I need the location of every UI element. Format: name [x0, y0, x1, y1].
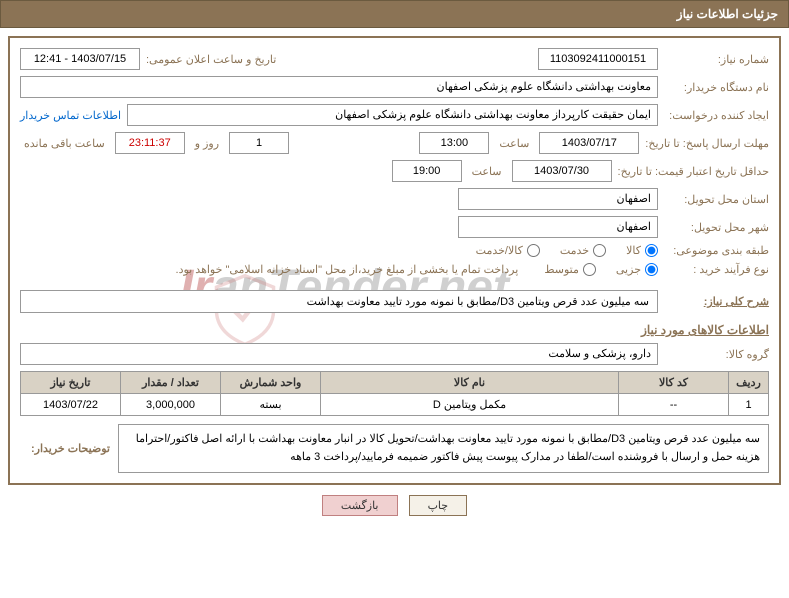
process-label: نوع فرآیند خرید :	[664, 263, 769, 276]
validity-label: حداقل تاریخ اعتبار قیمت: تا تاریخ:	[618, 165, 769, 178]
th-row: ردیف	[729, 372, 769, 394]
page-title: جزئیات اطلاعات نیاز	[677, 7, 778, 21]
announce-value: 1403/07/15 - 12:41	[20, 48, 140, 70]
deadline-countdown: 23:11:37	[115, 132, 185, 154]
category-service-radio[interactable]	[593, 244, 606, 257]
buyer-notes-label: توضیحات خریدار:	[20, 442, 110, 455]
category-goods-service-radio[interactable]	[527, 244, 540, 257]
items-table: ردیف کد کالا نام کالا واحد شمارش تعداد /…	[20, 371, 769, 416]
overall-desc-label: شرح کلی نیاز:	[664, 295, 769, 308]
cell-name: مکمل ویتامین D	[321, 394, 619, 416]
announce-label: تاریخ و ساعت اعلان عمومی:	[146, 53, 276, 66]
deadline-days: 1	[229, 132, 289, 154]
process-radio-group: جزیی متوسط	[544, 263, 658, 276]
category-goods-service-label: کالا/خدمت	[476, 244, 523, 257]
contact-link[interactable]: اطلاعات تماس خریدار	[20, 109, 121, 122]
requester-label: ایجاد کننده درخواست:	[664, 109, 769, 122]
items-section-header: اطلاعات کالاهای مورد نیاز	[20, 323, 769, 337]
deadline-time: 13:00	[419, 132, 489, 154]
validity-time: 19:00	[392, 160, 462, 182]
delivery-city-value: اصفهان	[458, 216, 658, 238]
th-name: نام کالا	[321, 372, 619, 394]
item-group-value: دارو، پزشکی و سلامت	[20, 343, 658, 365]
print-button[interactable]: چاپ	[409, 495, 468, 516]
cell-qty: 3,000,000	[121, 394, 221, 416]
th-date: تاریخ نیاز	[21, 372, 121, 394]
cell-code: --	[619, 394, 729, 416]
main-panel: شماره نیاز: 1103092411000151 تاریخ و ساع…	[8, 36, 781, 485]
requester-value: ایمان حقیقت کارپرداز معاونت بهداشتی دانش…	[127, 104, 658, 126]
delivery-province-value: اصفهان	[458, 188, 658, 210]
delivery-province-label: استان محل تحویل:	[664, 193, 769, 206]
deadline-date: 1403/07/17	[539, 132, 639, 154]
table-row: 1 -- مکمل ویتامین D بسته 3,000,000 1403/…	[21, 394, 769, 416]
page-header: جزئیات اطلاعات نیاز	[0, 0, 789, 28]
back-button[interactable]: بازگشت	[322, 495, 398, 516]
category-label: طبقه بندی موضوعی:	[664, 244, 769, 257]
cell-unit: بسته	[221, 394, 321, 416]
th-qty: تعداد / مقدار	[121, 372, 221, 394]
need-number-value: 1103092411000151	[538, 48, 658, 70]
overall-desc-value: سه میلیون عدد قرص ویتامین D3/مطابق با نم…	[20, 290, 658, 313]
process-partial-label: جزیی	[616, 263, 641, 276]
th-code: کد کالا	[619, 372, 729, 394]
category-radio-group: کالا خدمت کالا/خدمت	[476, 244, 658, 257]
deadline-time-label: ساعت	[495, 137, 533, 150]
buyer-org-value: معاونت بهداشتی دانشگاه علوم پزشکی اصفهان	[20, 76, 658, 98]
cell-row: 1	[729, 394, 769, 416]
cell-date: 1403/07/22	[21, 394, 121, 416]
process-medium-label: متوسط	[544, 263, 579, 276]
button-bar: چاپ بازگشت	[0, 495, 789, 516]
need-number-label: شماره نیاز:	[664, 53, 769, 66]
category-goods-radio[interactable]	[645, 244, 658, 257]
deadline-label: مهلت ارسال پاسخ: تا تاریخ:	[645, 137, 769, 150]
process-medium-radio[interactable]	[583, 263, 596, 276]
th-unit: واحد شمارش	[221, 372, 321, 394]
category-service-label: خدمت	[560, 244, 589, 257]
buyer-org-label: نام دستگاه خریدار:	[664, 81, 769, 94]
deadline-remaining-label: ساعت باقی مانده	[20, 137, 109, 150]
process-partial-radio[interactable]	[645, 263, 658, 276]
process-note: پرداخت تمام یا بخشی از مبلغ خرید،از محل …	[176, 263, 519, 276]
category-goods-label: کالا	[626, 244, 641, 257]
deadline-days-label: روز و	[191, 137, 223, 150]
validity-date: 1403/07/30	[512, 160, 612, 182]
buyer-notes-value: سه میلیون عدد قرص ویتامین D3/مطابق با نم…	[118, 424, 769, 473]
validity-time-label: ساعت	[468, 165, 506, 178]
item-group-label: گروه کالا:	[664, 348, 769, 361]
delivery-city-label: شهر محل تحویل:	[664, 221, 769, 234]
